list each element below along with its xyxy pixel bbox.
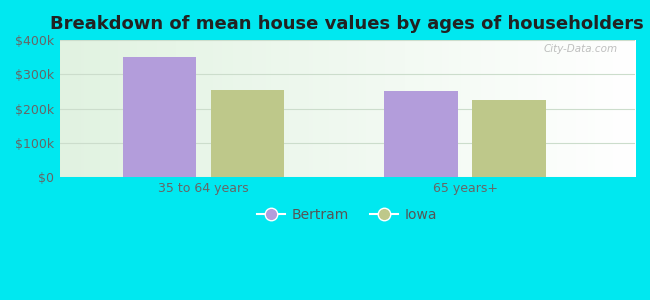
Text: City-Data.com: City-Data.com: [543, 44, 618, 54]
Bar: [123, 57, 196, 177]
Legend: Bertram, Iowa: Bertram, Iowa: [252, 202, 443, 227]
Bar: [473, 100, 545, 177]
Bar: [211, 90, 284, 177]
Bar: [384, 91, 458, 177]
Title: Breakdown of mean house values by ages of householders: Breakdown of mean house values by ages o…: [51, 15, 644, 33]
